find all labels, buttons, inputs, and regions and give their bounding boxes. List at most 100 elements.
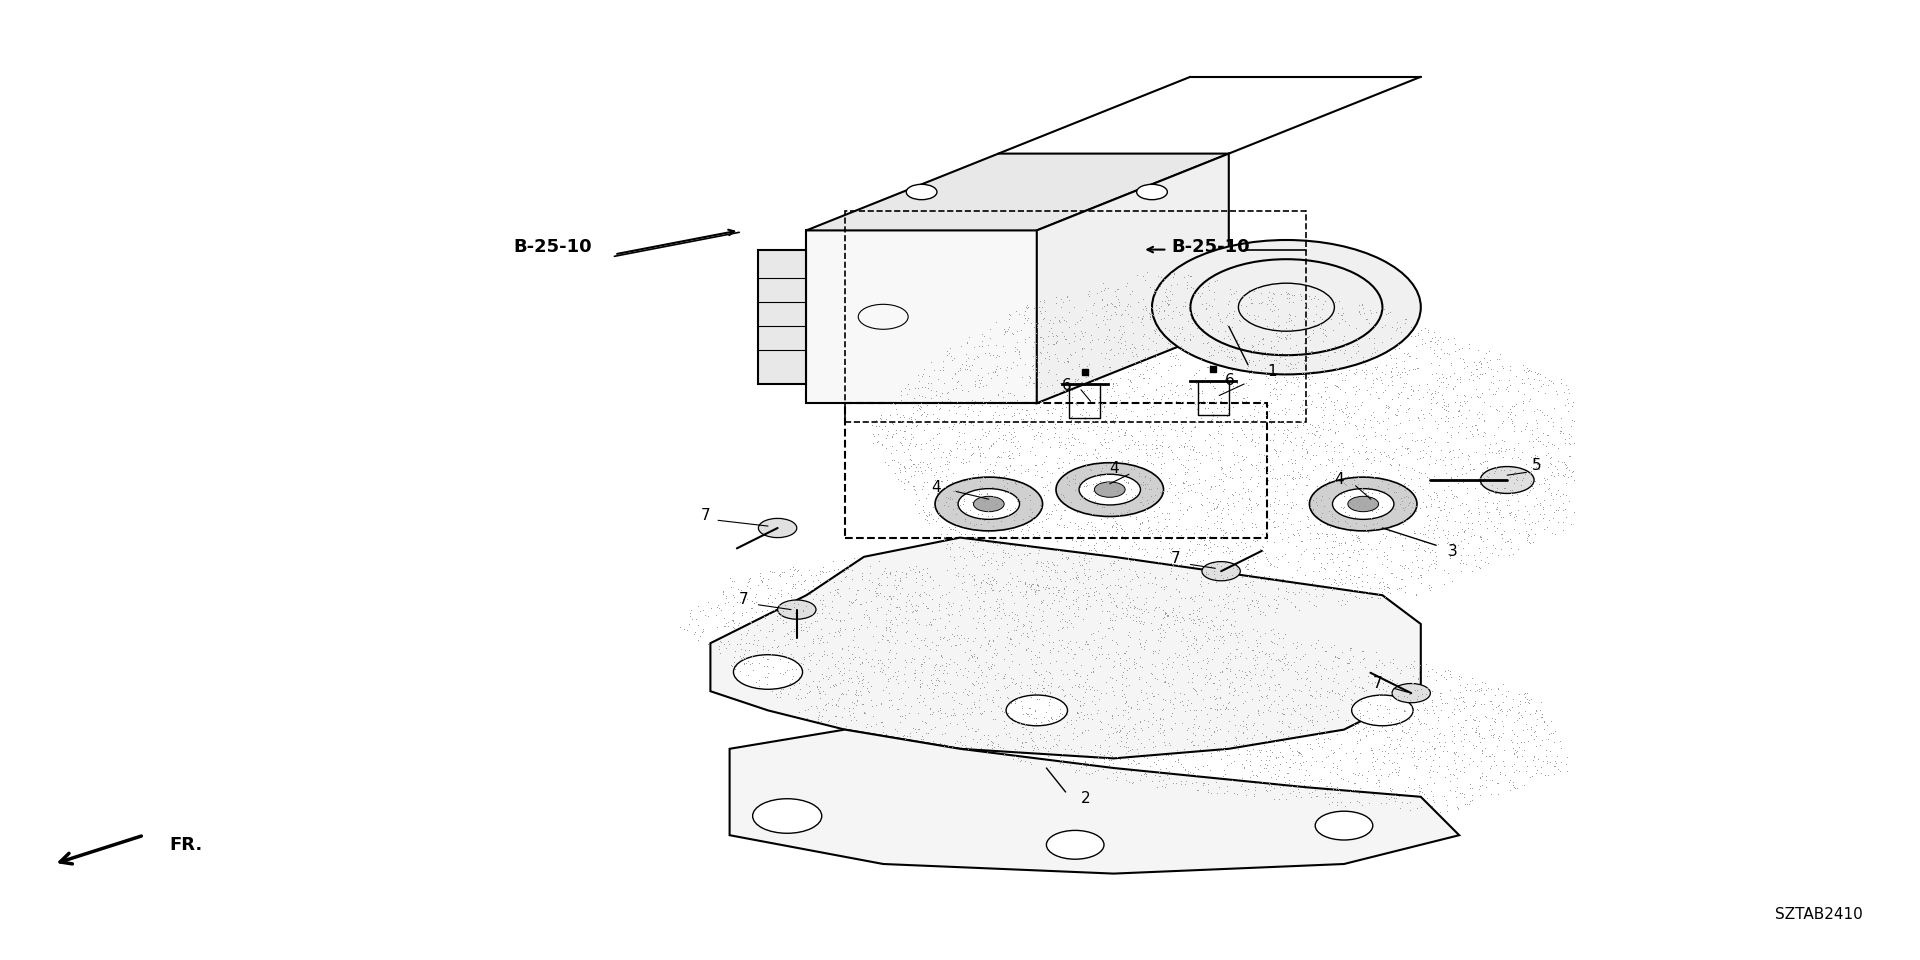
Point	[770, 636, 801, 652]
Point	[1023, 515, 1054, 530]
Point	[1549, 458, 1580, 473]
Point	[1271, 372, 1302, 387]
Point	[935, 348, 966, 364]
Point	[1027, 333, 1058, 348]
Point	[1457, 671, 1488, 686]
Point	[1098, 348, 1129, 363]
Point	[1044, 450, 1075, 466]
Point	[876, 628, 906, 643]
Point	[1319, 637, 1350, 653]
Point	[1106, 669, 1137, 684]
Point	[804, 633, 835, 648]
Point	[1152, 292, 1183, 307]
Point	[1275, 313, 1306, 328]
Point	[1146, 505, 1177, 520]
Point	[975, 371, 1006, 386]
Point	[1379, 787, 1409, 803]
Point	[1444, 556, 1475, 571]
Point	[1206, 438, 1236, 453]
Point	[1407, 703, 1438, 718]
Text: FR.: FR.	[169, 836, 202, 853]
Point	[1400, 484, 1430, 499]
Point	[1016, 510, 1046, 525]
Point	[1461, 724, 1492, 739]
Point	[1288, 297, 1319, 312]
Point	[1094, 577, 1125, 592]
Point	[785, 566, 816, 582]
Point	[1484, 347, 1515, 362]
Point	[1110, 487, 1140, 502]
Point	[776, 568, 806, 584]
Point	[972, 544, 1002, 560]
Point	[1267, 435, 1298, 450]
Point	[1304, 564, 1334, 579]
Point	[1210, 399, 1240, 415]
Point	[791, 620, 822, 636]
Point	[1050, 331, 1081, 347]
Point	[1058, 732, 1089, 747]
Point	[996, 588, 1027, 603]
Point	[941, 707, 972, 722]
Point	[1000, 622, 1031, 637]
Point	[1306, 560, 1336, 575]
Point	[1405, 336, 1436, 351]
Point	[1002, 433, 1033, 448]
Point	[1046, 435, 1077, 450]
Point	[1181, 518, 1212, 534]
Point	[1236, 573, 1267, 588]
Point	[1380, 441, 1411, 456]
Point	[858, 428, 889, 444]
Point	[1498, 747, 1528, 762]
Point	[1002, 334, 1033, 349]
Point	[1071, 382, 1102, 397]
Point	[1492, 498, 1523, 514]
Point	[1068, 689, 1098, 705]
Point	[1319, 649, 1350, 664]
Point	[1511, 365, 1542, 380]
Point	[904, 587, 935, 602]
Point	[1069, 565, 1100, 581]
Point	[962, 439, 993, 454]
Point	[1023, 620, 1054, 636]
Point	[1146, 330, 1177, 346]
Point	[1002, 612, 1033, 627]
Point	[1386, 719, 1417, 734]
Point	[1438, 702, 1469, 717]
Point	[1298, 462, 1329, 477]
Point	[1004, 754, 1035, 769]
Point	[1357, 486, 1388, 501]
Point	[1114, 638, 1144, 654]
Point	[1135, 565, 1165, 581]
Point	[1068, 310, 1098, 325]
Point	[1069, 684, 1100, 700]
Point	[1165, 420, 1196, 436]
Point	[1461, 709, 1492, 725]
Point	[1073, 356, 1104, 372]
Point	[948, 560, 979, 575]
Point	[941, 441, 972, 456]
Point	[1329, 400, 1359, 416]
Point	[1521, 367, 1551, 382]
Point	[1361, 658, 1392, 673]
Point	[1091, 434, 1121, 449]
Point	[1198, 468, 1229, 484]
Point	[1204, 618, 1235, 634]
Point	[1361, 361, 1392, 376]
Point	[897, 416, 927, 431]
Point	[1183, 307, 1213, 323]
Point	[1219, 730, 1250, 745]
Point	[872, 423, 902, 439]
Point	[710, 588, 741, 604]
Point	[989, 326, 1020, 342]
Point	[1498, 423, 1528, 439]
Point	[1342, 793, 1373, 808]
Point	[1432, 708, 1463, 724]
Point	[1033, 664, 1064, 680]
Point	[1092, 579, 1123, 594]
Point	[1150, 284, 1181, 300]
Point	[1010, 334, 1041, 349]
Point	[1463, 506, 1494, 521]
Point	[1150, 294, 1181, 309]
Point	[1083, 285, 1114, 300]
Point	[1269, 422, 1300, 438]
